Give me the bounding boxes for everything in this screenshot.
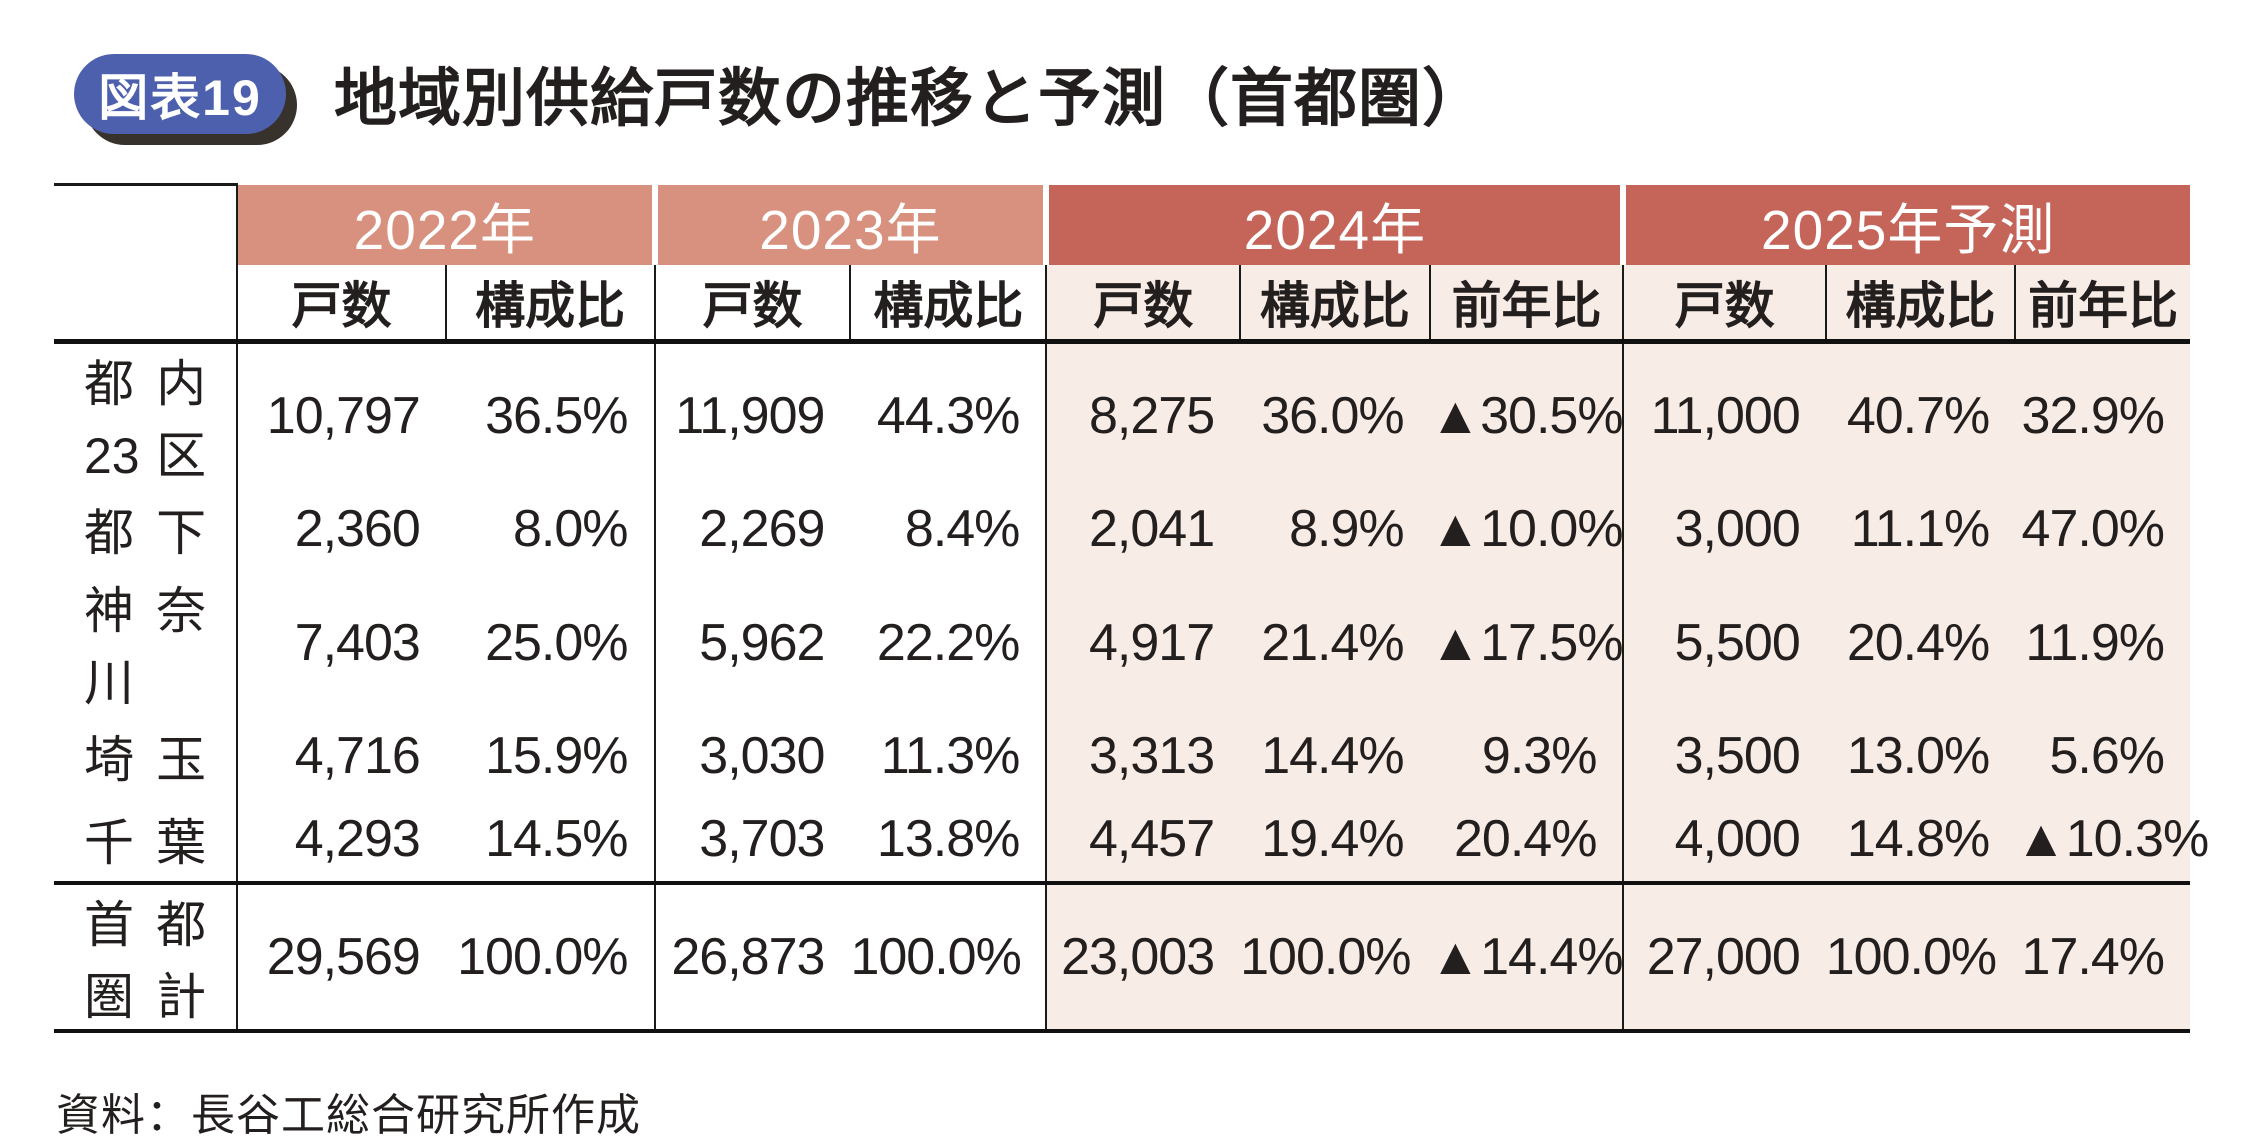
year-header-2025: 2025年予測 xyxy=(1620,184,2190,265)
data-cell: 36.0% xyxy=(1240,341,1430,488)
supply-table: 2022年 2023年 2024年 2025年予測 戸数 構成比 戸数 構成比 … xyxy=(54,183,2209,1033)
data-cell: 23,003 xyxy=(1045,880,1241,1033)
data-cell: 3,030 xyxy=(653,714,851,798)
data-cell: 4,457 xyxy=(1045,797,1241,883)
subheader-cell: 前年比 xyxy=(2014,264,2190,344)
table-row: 都内23区 10,797 36.5% 11,909 44.3% 8,275 36… xyxy=(54,341,2190,488)
data-cell: 11.1% xyxy=(1825,487,2016,571)
data-cell: 21.4% xyxy=(1240,570,1430,715)
data-cell: 7,403 xyxy=(236,570,446,715)
data-cell: 3,500 xyxy=(1622,714,1826,798)
data-cell: 8.0% xyxy=(512,500,629,558)
subheader-cell: 構成比 xyxy=(1824,264,2016,344)
subheader-cell: 構成比 xyxy=(1239,264,1430,344)
data-cell: 14.5% xyxy=(485,810,628,868)
total-row: 首都圏計 29,569 100.0% 26,873 100.0% 23,003 … xyxy=(54,880,2190,1033)
region-label: 神奈川 xyxy=(84,582,207,711)
subheader-cell: 戸数 xyxy=(1045,264,1241,344)
data-cell: 20.4% xyxy=(1825,570,2016,715)
table-row: 都下 2,360 8.0% 2,269 8.4% 2,041 8.9% ▲10.… xyxy=(54,487,2190,571)
data-cell: 100.0% xyxy=(1240,880,1430,1033)
subheader-cell: 構成比 xyxy=(444,264,655,344)
data-cell: 11,000 xyxy=(1622,341,1826,488)
data-cell: 11.9% xyxy=(2015,570,2190,715)
data-cell: 10,797 xyxy=(236,341,446,488)
table-row: 千葉 4,293 14.5% 3,703 13.8% 4,457 19.4% 2… xyxy=(54,797,2209,883)
data-cell: 36.5% xyxy=(485,386,628,445)
data-cell: ▲30.5% xyxy=(1429,341,1624,488)
data-cell: 27,000 xyxy=(1622,880,1826,1033)
data-cell: ▲14.4% xyxy=(1429,880,1624,1033)
figure-badge: 図表19 xyxy=(74,53,286,134)
data-cell: 26,873 xyxy=(653,880,851,1033)
year-header-2022: 2022年 xyxy=(237,184,655,265)
figure-header: 図表19 地域別供給戸数の推移と予測（首都圏） xyxy=(0,0,2241,139)
data-cell: 100.0% xyxy=(850,880,1047,1033)
data-cell: 14.4% xyxy=(1240,714,1430,798)
data-cell: 11,909 xyxy=(653,341,851,488)
region-label: 都内23区 xyxy=(84,355,207,484)
sub-header-row: 戸数 構成比 戸数 構成比 戸数 構成比 前年比 戸数 構成比 前年比 xyxy=(54,264,2190,344)
data-cell: 5.6% xyxy=(2015,714,2190,798)
table-row: 神奈川 7,403 25.0% 5,962 22.2% 4,917 21.4% … xyxy=(54,570,2190,715)
data-cell: 9.3% xyxy=(1429,714,1624,798)
data-cell: 13.8% xyxy=(876,810,1020,868)
data-cell: ▲17.5% xyxy=(1429,570,1624,715)
data-cell: 13.0% xyxy=(1825,714,2016,798)
page-title: 地域別供給戸数の推移と予測（首都圏） xyxy=(334,64,1486,134)
data-cell: 44.3% xyxy=(876,386,1020,445)
data-cell: 2,360 xyxy=(236,487,446,571)
data-cell: 19.4% xyxy=(1240,797,1430,883)
data-cell: ▲10.0% xyxy=(1429,487,1624,571)
data-cell: 25.0% xyxy=(485,613,628,672)
year-header-2024: 2024年 xyxy=(1043,184,1624,265)
data-cell: 5,962 xyxy=(653,570,851,715)
data-cell: 100.0% xyxy=(1825,880,2016,1033)
source-note: 資料：長谷工総合研究所作成 xyxy=(56,1090,641,1140)
data-cell: 2,041 xyxy=(1045,487,1241,571)
data-cell: 11.3% xyxy=(880,727,1021,785)
data-cell: 5,500 xyxy=(1622,570,1826,715)
year-header-row: 2022年 2023年 2024年 2025年予測 xyxy=(54,183,2190,344)
data-cell: 14.8% xyxy=(1825,797,2016,883)
subheader-cell: 構成比 xyxy=(849,264,1047,344)
region-label: 首都圏計 xyxy=(54,880,238,1033)
data-cell: 3,000 xyxy=(1622,487,1826,571)
data-cell: 32.9% xyxy=(2015,341,2190,488)
year-header-2023: 2023年 xyxy=(651,184,1047,265)
subheader-cell: 戸数 xyxy=(1622,264,1826,344)
region-label: 都下 xyxy=(84,505,207,561)
data-cell: 3,313 xyxy=(1045,714,1241,798)
data-cell: 20.4% xyxy=(1429,797,1624,883)
data-cell: 17.4% xyxy=(2015,880,2190,1033)
data-cell: ▲10.3% xyxy=(2015,797,2209,883)
region-label: 埼玉 xyxy=(84,732,207,788)
data-cell: 4,716 xyxy=(236,714,446,798)
subheader-cell: 戸数 xyxy=(653,264,851,344)
data-cell: 4,917 xyxy=(1045,570,1241,715)
data-cell: 100.0% xyxy=(445,880,655,1033)
corner-cell xyxy=(54,183,239,344)
data-cell: 2,269 xyxy=(653,487,851,571)
data-cell: 4,293 xyxy=(236,797,446,883)
data-cell: 29,569 xyxy=(236,880,446,1033)
data-cell: 4,000 xyxy=(1622,797,1826,883)
subheader-cell: 前年比 xyxy=(1428,264,1624,344)
data-cell: 15.9% xyxy=(485,727,628,785)
region-label: 千葉 xyxy=(84,815,207,871)
data-cell: 47.0% xyxy=(2015,487,2190,571)
subheader-cell: 戸数 xyxy=(236,264,446,344)
data-cell: 8,275 xyxy=(1045,341,1241,488)
data-cell: 22.2% xyxy=(876,613,1020,672)
table-row: 埼玉 4,716 15.9% 3,030 11.3% 3,313 14.4% 9… xyxy=(54,714,2190,798)
data-cell: 40.7% xyxy=(1825,341,2016,488)
data-cell: 8.9% xyxy=(1240,487,1430,571)
data-cell: 3,703 xyxy=(653,797,851,883)
data-cell: 8.4% xyxy=(904,500,1021,558)
